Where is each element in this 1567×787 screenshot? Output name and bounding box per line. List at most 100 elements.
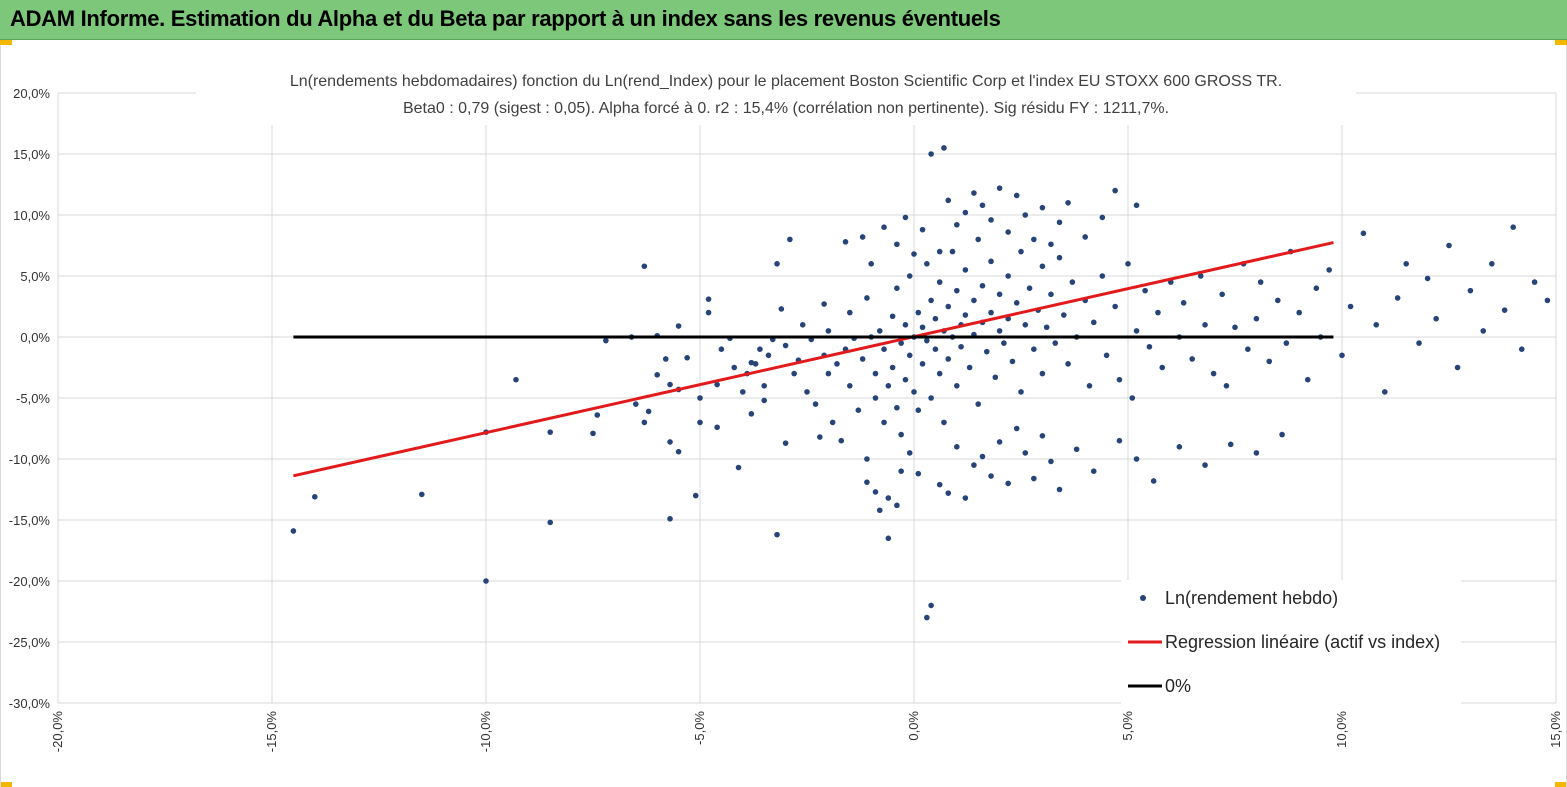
data-point xyxy=(1099,273,1106,279)
data-point xyxy=(924,614,930,621)
data-point xyxy=(752,361,759,367)
data-point xyxy=(1275,297,1281,304)
x-tick-label: -10,0% xyxy=(478,711,493,753)
x-tick-label: -5,0% xyxy=(692,711,707,745)
data-point xyxy=(1339,352,1345,359)
data-point xyxy=(603,337,609,344)
data-point xyxy=(761,383,767,389)
legend-label: Regression linéaire (actif vs index) xyxy=(1165,632,1440,652)
data-point xyxy=(1133,202,1140,209)
data-point xyxy=(864,295,870,301)
data-point xyxy=(928,151,934,157)
data-point xyxy=(1048,458,1054,465)
data-point xyxy=(1313,285,1320,291)
data-point xyxy=(290,528,297,534)
data-point xyxy=(1480,328,1487,334)
data-point xyxy=(1056,254,1063,261)
data-point xyxy=(799,322,806,328)
data-point xyxy=(782,440,789,446)
data-point xyxy=(1039,433,1046,439)
data-point xyxy=(941,145,947,151)
data-point xyxy=(1257,279,1264,285)
data-point xyxy=(714,424,720,431)
data-point xyxy=(1116,376,1123,383)
data-point xyxy=(1266,358,1273,365)
data-point xyxy=(547,519,553,526)
data-point xyxy=(1039,263,1046,270)
data-point xyxy=(988,217,994,223)
data-point xyxy=(1125,261,1131,267)
data-point xyxy=(1159,364,1166,371)
data-point xyxy=(992,374,999,381)
data-point xyxy=(962,312,969,318)
data-point xyxy=(966,364,973,371)
data-point xyxy=(714,381,720,388)
data-point xyxy=(1065,200,1071,206)
data-point xyxy=(996,185,1003,191)
data-point xyxy=(988,309,994,316)
data-point xyxy=(979,282,986,289)
chart-title-background xyxy=(196,67,1356,125)
data-point xyxy=(1129,395,1136,401)
data-point xyxy=(1304,376,1311,383)
data-point xyxy=(641,263,648,270)
data-point xyxy=(829,419,836,426)
data-point xyxy=(962,267,969,273)
data-point xyxy=(718,346,725,353)
data-point xyxy=(1082,234,1088,240)
data-point xyxy=(1086,383,1093,389)
data-point xyxy=(1531,279,1538,285)
data-point xyxy=(855,407,862,414)
data-point xyxy=(547,429,553,435)
data-point xyxy=(1433,315,1439,322)
data-point xyxy=(774,261,780,267)
data-point xyxy=(902,214,909,221)
data-point xyxy=(872,489,879,495)
data-point xyxy=(1013,192,1020,199)
data-point xyxy=(906,273,913,279)
data-point xyxy=(1403,261,1409,267)
data-point xyxy=(975,401,981,407)
data-point xyxy=(1005,229,1011,235)
data-point xyxy=(1326,267,1332,273)
data-point xyxy=(419,491,425,498)
y-tick-label: -25,0% xyxy=(9,635,51,650)
data-point xyxy=(915,407,922,414)
banner-corner-left xyxy=(0,40,12,45)
data-point xyxy=(898,340,904,346)
data-point xyxy=(1176,444,1183,450)
data-point xyxy=(941,419,947,426)
data-point xyxy=(859,356,866,362)
y-tick-label: -15,0% xyxy=(9,513,51,528)
data-point xyxy=(1022,450,1029,456)
data-point xyxy=(1009,358,1016,365)
data-point xyxy=(1510,224,1516,230)
data-point xyxy=(894,502,900,509)
data-point xyxy=(804,389,810,395)
data-point xyxy=(1347,303,1354,310)
data-point xyxy=(996,328,1003,334)
data-point xyxy=(859,234,866,240)
data-point xyxy=(761,397,767,404)
data-point xyxy=(1227,441,1234,448)
data-point xyxy=(757,346,763,353)
data-point xyxy=(731,364,738,371)
data-point xyxy=(667,439,673,445)
data-point xyxy=(1232,324,1238,331)
data-point xyxy=(1189,356,1195,362)
data-point xyxy=(1518,346,1525,353)
data-point xyxy=(645,408,652,415)
data-point xyxy=(1026,285,1033,291)
data-point xyxy=(1180,300,1187,306)
data-point xyxy=(1544,297,1551,304)
y-tick-label: 0,0% xyxy=(20,330,50,345)
data-point xyxy=(924,261,930,267)
data-point xyxy=(1112,187,1118,194)
data-point xyxy=(894,241,900,248)
data-point xyxy=(654,372,660,378)
data-point xyxy=(872,395,879,401)
data-point xyxy=(1031,346,1037,353)
data-point xyxy=(1253,315,1260,322)
legend-label: 0% xyxy=(1165,676,1191,696)
data-point xyxy=(919,226,926,233)
